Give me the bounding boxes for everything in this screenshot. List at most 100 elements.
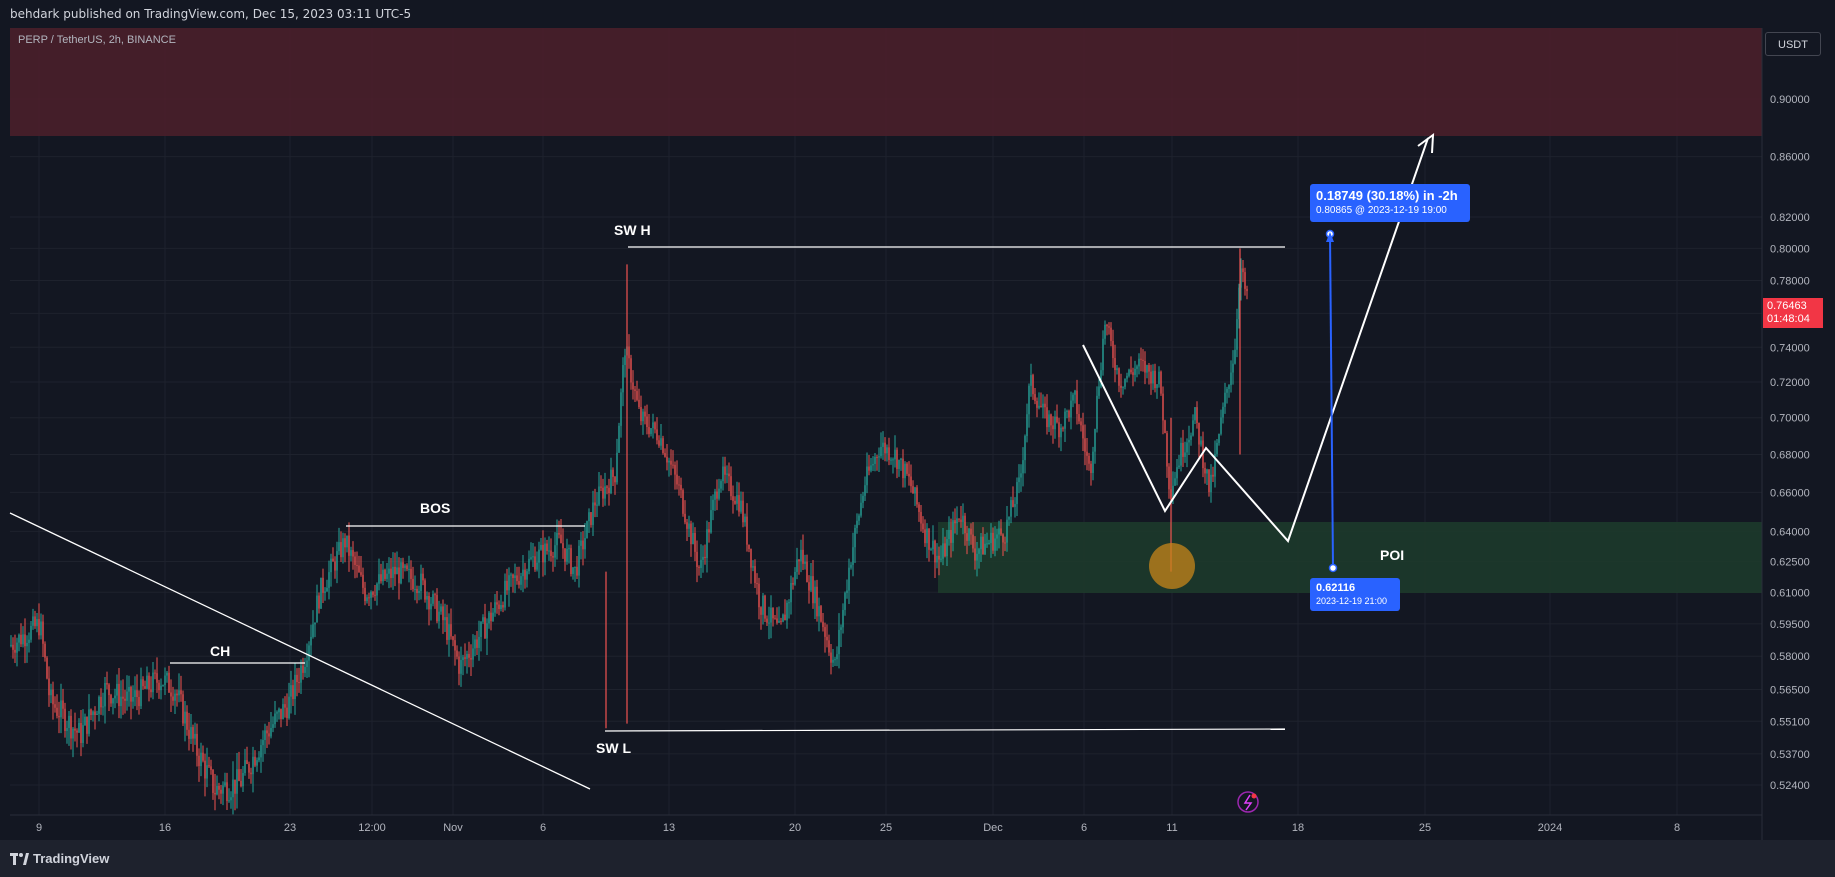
candle-body (1030, 375, 1032, 386)
candle-body (114, 695, 116, 699)
candle-body (212, 769, 214, 793)
candle-body (1148, 365, 1150, 372)
time-tick-label: 25 (880, 822, 892, 834)
candle-body (744, 516, 746, 523)
poi-circle[interactable] (1149, 543, 1195, 589)
candle-body (598, 486, 600, 505)
candle-body (742, 500, 744, 523)
candle-body (158, 682, 160, 691)
symbol-title: PERP / TetherUS, 2h, BINANCE (18, 34, 176, 46)
candle-body (360, 572, 362, 575)
candle-body (332, 558, 334, 562)
candle-body (58, 715, 60, 718)
publish-header: behdark published on TradingView.com, De… (0, 0, 1835, 28)
candle-body (594, 502, 596, 506)
candle-body (514, 575, 516, 579)
candle-body (914, 487, 916, 494)
candle-body (86, 716, 88, 734)
bos-label: BOS (420, 500, 450, 516)
swing-low-line[interactable] (604, 728, 1286, 732)
candle-body (564, 548, 566, 562)
candle-body (1046, 407, 1048, 428)
candle-body (220, 789, 222, 794)
candle-body (492, 612, 494, 622)
candle-body (712, 499, 714, 511)
candle-body (334, 561, 336, 571)
candle-body (1152, 370, 1154, 384)
candle-body (964, 515, 966, 534)
candle-body (1182, 442, 1184, 457)
candle-body (72, 728, 74, 739)
candle-body (1200, 440, 1202, 445)
price-tick-label: 0.90000 (1770, 94, 1810, 106)
price-tick-label: 0.56500 (1770, 684, 1810, 696)
time-axis[interactable]: 9 16 23 12:00 Nov 6 13 20 25 Dec 6 11 18 25 2024 8 (36, 822, 1680, 834)
candle-body (718, 488, 720, 499)
currency-button[interactable]: USDT (1765, 32, 1821, 56)
candle-body (736, 495, 738, 504)
candle-body (986, 543, 988, 545)
candle-body (1120, 385, 1122, 388)
measure-top-label[interactable]: 0.18749 (30.18%) in -2h 0.80865 @ 2023-1… (1310, 184, 1470, 222)
candle-body (424, 580, 426, 600)
candle-body (1126, 375, 1128, 379)
time-tick-label: 11 (1166, 822, 1177, 834)
candle-body (1072, 394, 1074, 401)
candle-body (580, 540, 582, 546)
candle-body (982, 536, 984, 555)
candle-body (868, 466, 870, 471)
candle-body (266, 730, 268, 734)
candle-body (406, 565, 408, 570)
candle-body (1004, 542, 1006, 544)
candle-body (568, 548, 570, 550)
candle-body (808, 582, 810, 591)
candle-body (468, 653, 470, 658)
measure-line[interactable] (1329, 233, 1334, 569)
candle-body (346, 535, 348, 548)
candle-body (906, 463, 908, 474)
sw-h-label: SW H (614, 222, 651, 238)
candle-body (544, 543, 546, 563)
candle-body (242, 773, 244, 787)
candle-body (1144, 360, 1146, 373)
candle-body (1010, 500, 1012, 517)
candle-body (178, 690, 180, 696)
candle-body (644, 411, 646, 417)
candle-body (494, 602, 496, 613)
time-tick-label: Dec (983, 822, 1003, 834)
price-axis[interactable]: 0.900000.860000.820000.800000.780000.760… (1770, 94, 1810, 792)
candle-body (498, 604, 500, 609)
candle-body (238, 769, 240, 781)
descending-trendline[interactable] (9, 512, 591, 790)
candle-body (920, 511, 922, 524)
candle-body (1024, 436, 1026, 461)
candle-body (144, 686, 146, 689)
candle-body (624, 355, 626, 366)
projection-path[interactable] (1082, 137, 1429, 543)
measure-bottom-label[interactable]: 0.62116 2023-12-19 21:00 (1310, 578, 1400, 611)
measure-bottom-point[interactable] (1328, 563, 1338, 573)
candle-body (370, 592, 372, 598)
candle-body (432, 594, 434, 604)
candle-body (336, 551, 338, 571)
candle-body (462, 657, 464, 661)
candle-body (272, 724, 274, 728)
candle-body (818, 606, 820, 617)
candle-body (1118, 368, 1120, 386)
candle-body (686, 522, 688, 529)
candle-body (602, 487, 604, 499)
candle-body (746, 516, 748, 545)
candle-body (1188, 439, 1190, 443)
candle-body (54, 704, 56, 708)
candle-body (132, 696, 134, 702)
candle-body (118, 683, 120, 707)
candle-body (96, 713, 98, 715)
candle-body (928, 528, 930, 550)
candle-body (516, 575, 518, 582)
candle-body (46, 657, 48, 679)
candle-body (244, 760, 246, 774)
candle-body (484, 617, 486, 639)
lightning-icon[interactable] (1237, 791, 1259, 813)
candle-body (206, 765, 208, 779)
